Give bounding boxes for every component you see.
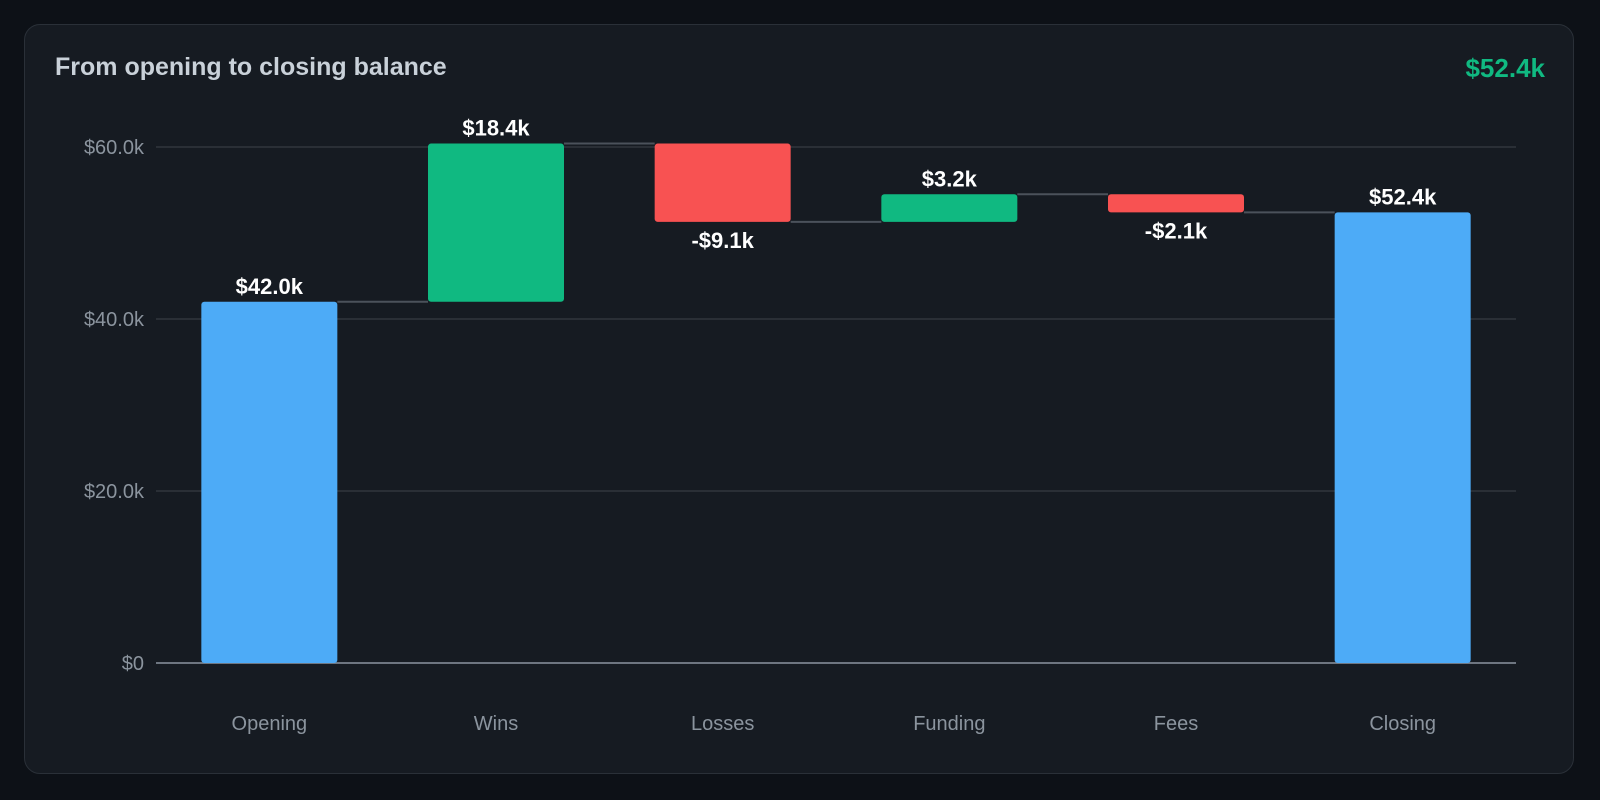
connector-layer	[337, 142, 1335, 303]
value-label-closing: $52.4k	[1369, 184, 1437, 209]
value-label-opening: $42.0k	[236, 274, 304, 299]
y-tick-label: $0	[122, 653, 144, 675]
value-label-funding: $3.2k	[922, 166, 978, 191]
x-tick-label: Funding	[913, 713, 985, 735]
waterfall-chart: $0 $20.0k $40.0k $60.0k $42.0k Opening $18.4k W…	[84, 116, 1516, 735]
chart-title: From opening to closing balance	[55, 53, 447, 81]
value-label-wins: $18.4k	[462, 116, 530, 141]
bar-fees	[1108, 194, 1244, 213]
grid-layer	[156, 146, 1516, 664]
x-tick-label: Fees	[1154, 713, 1198, 735]
bar-funding	[881, 194, 1018, 222]
bar-layer	[201, 143, 1471, 664]
y-tick-label: $20.0k	[84, 481, 145, 503]
x-tick-label: Closing	[1369, 713, 1436, 735]
closing-total-badge: $52.4k	[1465, 53, 1545, 83]
bar-closing	[1334, 212, 1471, 664]
bar-wins	[428, 143, 564, 302]
x-tick-label: Opening	[232, 713, 308, 735]
value-label-losses: -$9.1k	[691, 228, 754, 253]
chart-card: From opening to closing balance $52.4k $…	[24, 24, 1574, 774]
y-tick-label: $60.0k	[84, 137, 145, 159]
y-tick-label: $40.0k	[84, 309, 145, 331]
x-tick-label: Losses	[691, 713, 754, 735]
label-layer: $0 $20.0k $40.0k $60.0k $42.0k Opening $18.4k W…	[84, 116, 1437, 735]
value-label-fees: -$2.1k	[1145, 218, 1208, 243]
bar-opening	[201, 301, 338, 663]
bar-losses	[654, 143, 791, 222]
x-tick-label: Wins	[474, 713, 518, 735]
